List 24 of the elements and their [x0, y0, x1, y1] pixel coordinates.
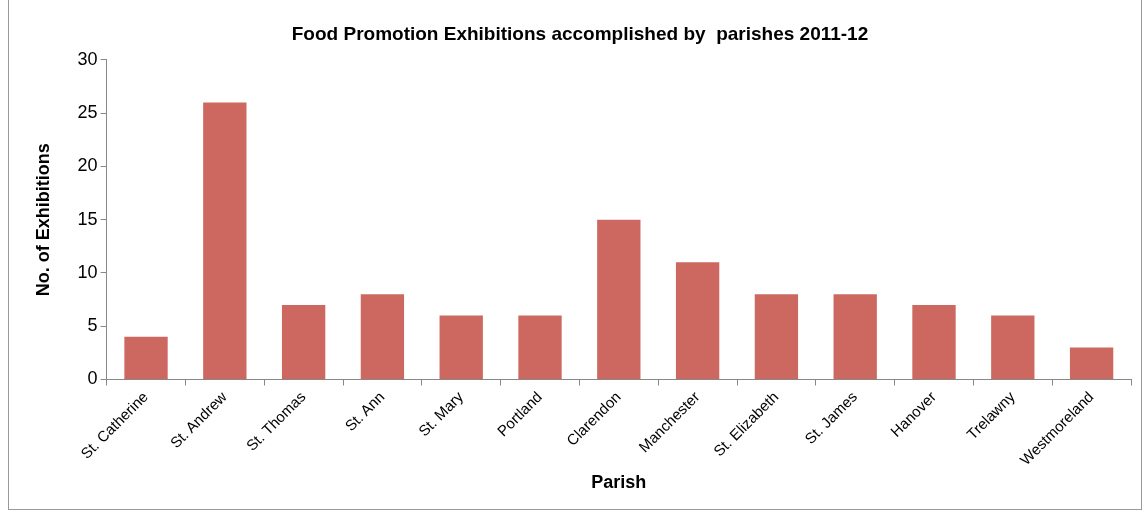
bar — [833, 294, 877, 379]
y-axis-title: No. of Exhibitions — [32, 143, 53, 297]
bar — [754, 294, 799, 379]
bar — [991, 315, 1035, 379]
x-tick-label: St. Ann — [341, 387, 388, 435]
bar — [360, 294, 405, 379]
bar — [518, 315, 562, 379]
bar — [439, 315, 483, 379]
bar — [203, 102, 247, 379]
y-tick-label: 30 — [77, 48, 98, 69]
y-tick-label: 25 — [77, 102, 98, 123]
bar — [124, 336, 168, 379]
y-tick-label: 0 — [87, 368, 98, 389]
y-tick-label: 5 — [87, 315, 98, 336]
x-axis-title: Parish — [591, 472, 647, 493]
bar — [597, 219, 641, 379]
bar — [281, 304, 326, 379]
y-tick-label: 20 — [77, 155, 98, 176]
bar — [1069, 347, 1114, 379]
y-tick-label: 15 — [77, 208, 98, 229]
y-tick-label: 10 — [77, 261, 98, 282]
bar — [675, 262, 720, 379]
bar — [912, 304, 956, 379]
chart-title: Food Promotion Exhibitions accomplished by parishes 2011-12 — [291, 22, 869, 44]
